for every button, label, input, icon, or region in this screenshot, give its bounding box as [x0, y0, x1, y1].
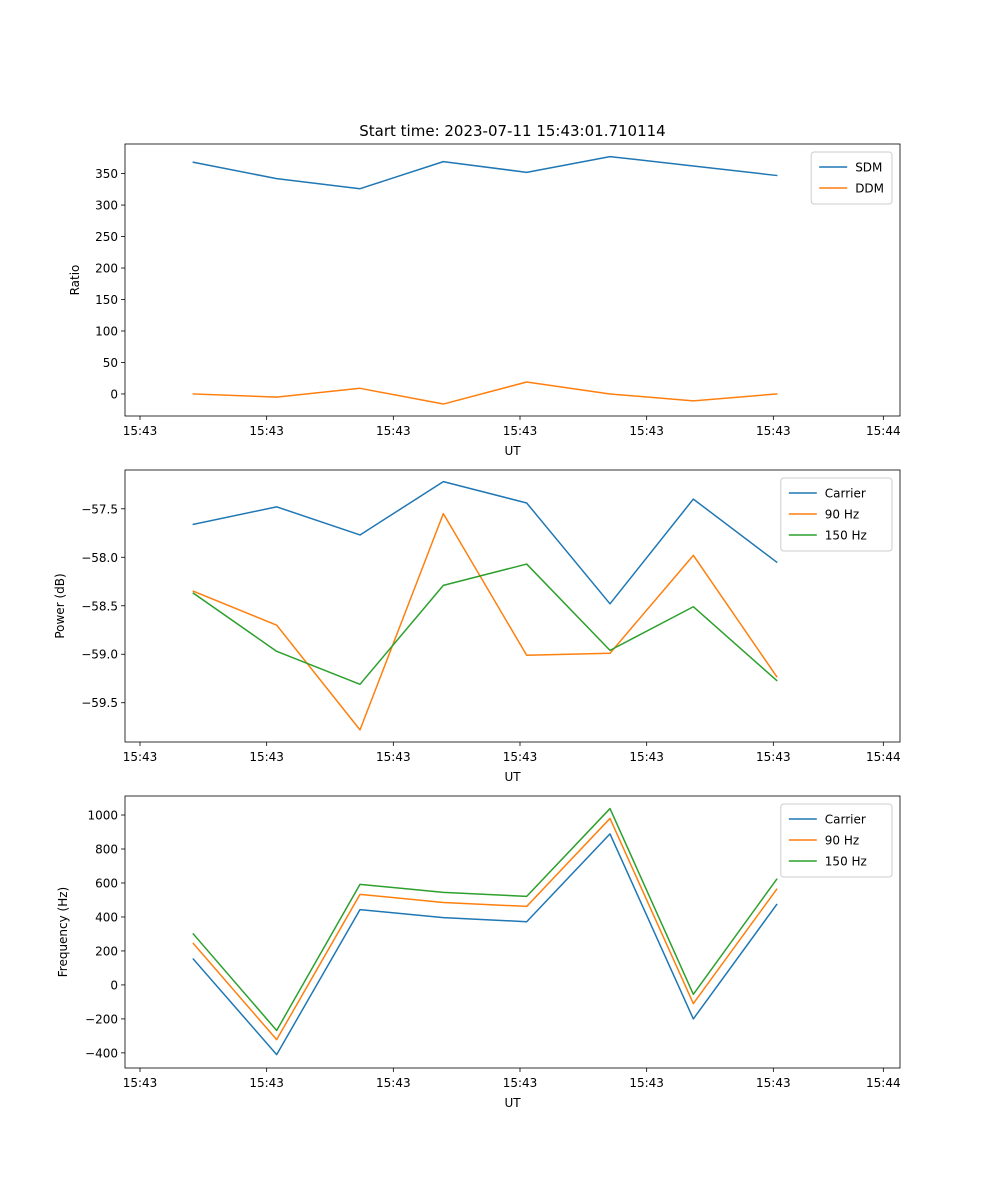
axes-power: 15:43 15:43 15:43 15:43 15:43 15:43 15:44 −59.5… — [53, 469, 901, 784]
frequency-y-tick-label: 600 — [95, 876, 118, 890]
frequency-axes-frame — [124, 795, 901, 1069]
axes-ratio: 15:43 15:43 15:43 15:43 15:43 15:43 15:44 0 50 10… — [68, 143, 901, 458]
frequency-y-tick-label: −400 — [85, 1046, 118, 1060]
power-legend-label: Carrier — [825, 487, 866, 501]
power-series-90-hz-line — [192, 512, 778, 731]
frequency-legend-label: 150 Hz — [825, 855, 867, 869]
power-series-carrier-line — [192, 480, 778, 605]
frequency-legend-label: 90 Hz — [825, 834, 859, 848]
power-y-axis-label: Power (dB) — [53, 573, 67, 638]
power-y-tick-label: −59.5 — [81, 696, 118, 710]
power-y-tick-label: −59.0 — [81, 648, 118, 662]
frequency-x-axis-label: UT — [504, 1096, 521, 1110]
frequency-x-tick-label: 15:43 — [503, 1076, 538, 1090]
axes-frequency: 15:43 15:43 15:43 15:43 15:43 15:43 15:44 −400 −… — [56, 795, 901, 1110]
ratio-y-tick-label: 300 — [95, 199, 118, 213]
power-legend-label: 150 Hz — [825, 529, 867, 543]
power-y-tick-label: −58.0 — [81, 551, 118, 565]
frequency-y-tick-label: 1000 — [87, 809, 118, 823]
power-x-tick-label: 15:43 — [503, 750, 538, 764]
frequency-x-tick-label: 15:43 — [249, 1076, 284, 1090]
ratio-series-ddm-line — [192, 381, 778, 405]
ratio-legend-box — [810, 151, 893, 205]
ratio-y-tick-label: 200 — [95, 262, 118, 276]
ratio-legend: SDM DDM — [810, 151, 893, 205]
frequency-y-tick-label: 400 — [95, 910, 118, 924]
ratio-y-tick-label: 150 — [95, 293, 118, 307]
frequency-x-tick-label: 15:44 — [866, 1076, 901, 1090]
power-x-axis-label: UT — [504, 770, 521, 784]
ratio-series-sdm-line — [192, 155, 778, 190]
power-legend-box — [780, 477, 893, 552]
ratio-x-tick-label: 15:43 — [249, 424, 284, 438]
ratio-x-tick-label: 15:44 — [866, 424, 901, 438]
ratio-y-tick-label: 50 — [103, 356, 118, 370]
frequency-series-carrier-line — [192, 833, 778, 1056]
frequency-y-axis-label: Frequency (Hz) — [56, 887, 70, 978]
power-x-tick-label: 15:43 — [249, 750, 284, 764]
frequency-x-tick-label: 15:43 — [629, 1076, 664, 1090]
power-x-tick-label: 15:43 — [756, 750, 791, 764]
frequency-y-tick-label: 0 — [110, 978, 118, 992]
frequency-series-90-hz-line — [192, 817, 778, 1041]
ratio-x-tick-label: 15:43 — [503, 424, 538, 438]
frequency-series-150-hz-line — [192, 807, 778, 1032]
power-legend-label: 90 Hz — [825, 508, 859, 522]
frequency-x-tick-label: 15:43 — [123, 1076, 158, 1090]
power-x-tick-label: 15:43 — [629, 750, 664, 764]
power-legend: Carrier 90 Hz 150 Hz — [780, 477, 893, 552]
ratio-y-tick-label: 250 — [95, 230, 118, 244]
frequency-y-tick-label: −200 — [85, 1012, 118, 1026]
frequency-x-tick-label: 15:43 — [376, 1076, 411, 1090]
power-x-tick-label: 15:44 — [866, 750, 901, 764]
power-series-150-hz-line — [192, 563, 778, 686]
ratio-x-tick-label: 15:43 — [756, 424, 791, 438]
ratio-x-tick-label: 15:43 — [123, 424, 158, 438]
ratio-y-axis-label: Ratio — [68, 265, 82, 296]
ratio-x-tick-label: 15:43 — [376, 424, 411, 438]
frequency-legend-box — [780, 803, 893, 878]
ratio-y-tick-label: 350 — [95, 167, 118, 181]
power-x-tick-label: 15:43 — [376, 750, 411, 764]
ratio-x-tick-label: 15:43 — [629, 424, 664, 438]
frequency-legend: Carrier 90 Hz 150 Hz — [780, 803, 893, 878]
frequency-y-tick-label: 800 — [95, 843, 118, 857]
ratio-x-axis-label: UT — [504, 444, 521, 458]
frequency-legend-label: Carrier — [825, 813, 866, 827]
ratio-y-tick-label: 0 — [110, 387, 118, 401]
power-y-tick-label: −58.5 — [81, 599, 118, 613]
ratio-legend-label: DDM — [855, 182, 884, 196]
ratio-legend-label: SDM — [855, 161, 882, 175]
frequency-y-tick-label: 200 — [95, 944, 118, 958]
ratio-y-tick-label: 100 — [95, 325, 118, 339]
ratio-axes-frame — [124, 143, 901, 417]
figure-title: Start time: 2023-07-11 15:43:01.710114 — [359, 122, 665, 140]
power-y-tick-label: −57.5 — [81, 502, 118, 516]
frequency-x-tick-label: 15:43 — [756, 1076, 791, 1090]
power-x-tick-label: 15:43 — [123, 750, 158, 764]
